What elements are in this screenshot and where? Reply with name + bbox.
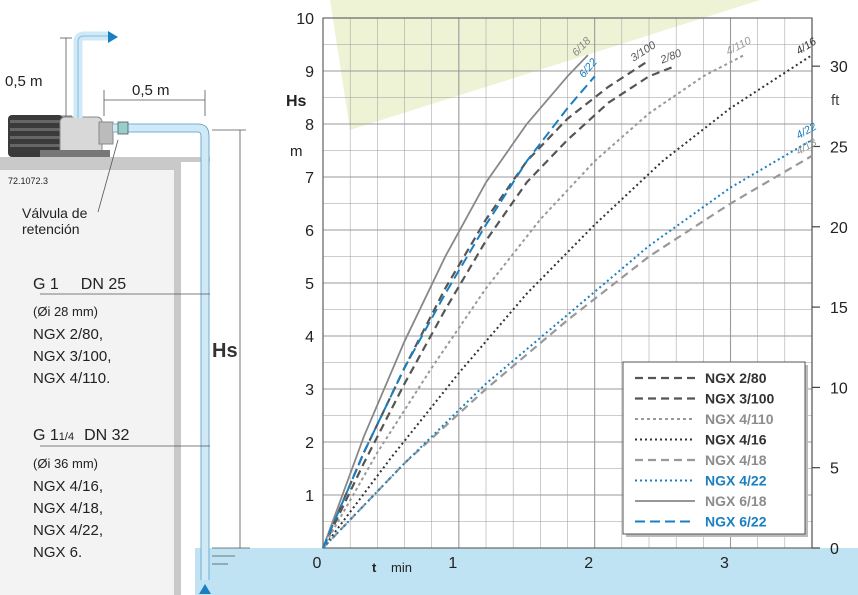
x-tick-label: 2 [584,555,593,572]
valve-label-line1: Válvula de [22,205,88,221]
group1-model-2: NGX 3/100, [33,348,111,365]
x-tick-label: 1 [448,555,457,572]
discharge-pipe [73,31,108,118]
y2-tick-label: 0 [830,541,839,558]
y-tick-label: 4 [305,329,314,346]
series-end-label-ngx-2-80: 2/80 [658,47,684,67]
series-line-ngx-4-16 [322,54,813,549]
group2-model-2: NGX 4/18, [33,500,103,517]
series-line-ngx-4-18 [322,154,813,549]
chart-axes: 1 2 3 4 5 6 7 8 9 10 0 5 10 15 20 25 30 0 1 2 3 Hs m ft t min [286,11,848,575]
dim-vertical-label: 0,5 m [5,73,43,90]
group1-inner: (Øi 28 mm) [33,304,98,319]
legend-label-ngx-3-100: NGX 3/100 [705,391,774,407]
y2-tick-label: 15 [830,300,848,317]
group2-model-1: NGX 4/16, [33,478,103,495]
dim-horizontal-label: 0,5 m [132,82,170,99]
group2-inner: (Øi 36 mm) [33,456,98,471]
legend-label-ngx-4-110: NGX 4/110 [705,411,774,427]
x-axis-label: t [372,560,377,575]
dimension-lines [40,37,250,565]
chart-legend: NGX 2/80 NGX 3/100 NGX 4/110 NGX 4/16 NGX 4/… [622,361,808,537]
group2-model-4: NGX 6. [33,544,82,561]
y-tick-label: 9 [305,64,314,81]
hs-diagram-label: Hs [212,340,238,362]
x-tick-label: 0 [313,555,322,572]
valve-label-line2: retención [22,221,80,237]
suction-pipe [113,123,210,580]
legend-label-ngx-6-22: NGX 6/22 [705,514,767,530]
y-tick-label: 5 [305,276,314,293]
y2-tick-label: 20 [830,220,848,237]
y-tick-label: 8 [305,117,314,134]
chart-grid [322,17,813,549]
valve [117,121,129,135]
wall-inner [0,170,174,595]
legend-label-ngx-6-18: NGX 6/18 [705,493,767,509]
legend-label-ngx-4-16: NGX 4/16 [705,432,767,448]
group1-model-3: NGX 4/110. [33,370,110,387]
y2-tick-label: 5 [830,461,839,478]
legend-label-ngx-2-80: NGX 2/80 [705,370,767,386]
legend-label-ngx-4-22: NGX 4/22 [705,473,767,489]
group2-model-3: NGX 4/22, [33,522,103,539]
flow-arrow-out [108,31,118,43]
legend-box [622,361,806,535]
background-wedge [330,0,760,130]
series-line-ngx-6-22 [322,75,596,549]
group1-model-1: NGX 2/80, [33,326,103,343]
group2-size: G 11/4 DN 32 [33,427,130,444]
drawing-code: 72.1072.3 [8,176,48,186]
y2-axis-label: ft [831,92,840,109]
y-axis-unit: m [290,143,303,160]
legend-label-ngx-4-18: NGX 4/18 [705,452,767,468]
series-line-ngx-4-110 [322,54,745,549]
y-tick-label: 10 [296,11,314,28]
series-end-label-ngx-4-16: 4/16 [794,35,819,57]
water-area [195,548,858,595]
group1-size: G 1 DN 25 [33,276,126,293]
y-tick-label: 1 [305,488,314,505]
y-axis-label: Hs [286,93,307,110]
y-tick-label: 2 [305,435,314,452]
y-tick-label: 6 [305,223,314,240]
series-end-label-ngx-6-22: 6/22 [577,56,600,80]
y2-tick-label: 25 [830,139,848,156]
y-tick-label: 7 [305,170,314,187]
x-axis-unit: min [391,560,412,575]
series-end-label-ngx-3-100: 3/100 [629,39,659,65]
x-tick-label: 3 [720,555,729,572]
pump [8,115,114,157]
series-line-ngx-4-22 [322,139,813,549]
series-line-ngx-2-80 [322,64,677,549]
y2-tick-label: 30 [830,59,848,76]
flow-arrow-in [199,584,211,594]
y2-tick-label: 10 [830,380,848,397]
series-end-label-ngx-4-110: 4/110 [724,35,754,58]
series-line-ngx-6-18 [322,54,589,549]
y-tick-label: 3 [305,382,314,399]
